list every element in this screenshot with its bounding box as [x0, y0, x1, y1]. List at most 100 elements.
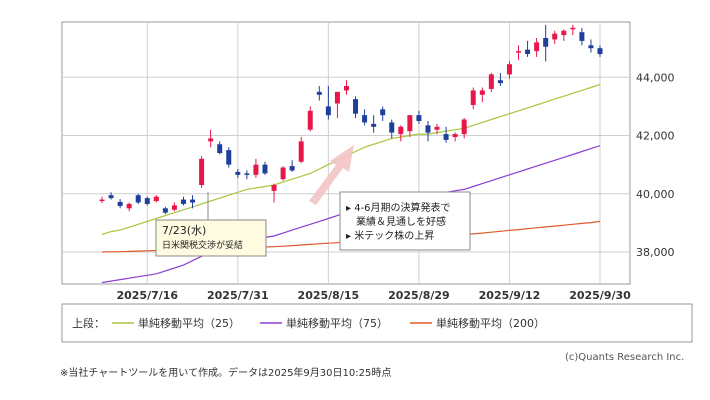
candle-body — [171, 205, 177, 210]
candle-body — [434, 126, 440, 130]
annotation-tariff-line-2: 日米関税交渉が妥結 — [162, 239, 243, 251]
candle — [461, 118, 467, 139]
candle-body — [217, 144, 223, 153]
candle — [235, 169, 241, 178]
legend-label-ma200: 単純移動平均（200） — [436, 316, 545, 330]
candle — [488, 72, 494, 92]
candlestick-chart: 38,000 40,000 42,000 44,000 2025/7/16 2025/7… — [61, 21, 693, 343]
annotation-earnings-line-2: 業績＆見通しを好感 — [346, 215, 446, 228]
candle-body — [307, 110, 313, 130]
candle-body — [425, 125, 431, 133]
candle-body — [470, 90, 476, 105]
candle — [552, 30, 558, 44]
candle — [280, 166, 286, 181]
candle — [144, 196, 150, 206]
candle — [380, 106, 386, 121]
candle-body — [244, 173, 250, 175]
candle — [325, 86, 331, 120]
candle — [253, 158, 259, 178]
candle — [334, 91, 340, 119]
candle-body — [362, 115, 368, 123]
x-tick-label: 2025/9/30 — [569, 289, 631, 302]
candle — [362, 109, 368, 126]
legend: 上段： 単純移動平均（25） 単純移動平均（75） 単純移動平均（200） — [61, 303, 693, 343]
candle-body — [99, 199, 105, 202]
y-tick-label: 44,000 — [636, 71, 675, 84]
candle — [217, 141, 223, 155]
y-tick-label: 42,000 — [636, 130, 675, 143]
candle — [108, 192, 114, 200]
candle-body — [325, 106, 331, 116]
annotation-earnings-line-3: ▸ 米テック株の上昇 — [346, 229, 434, 242]
candle-body — [552, 33, 558, 40]
candle-body — [380, 109, 386, 116]
candle — [425, 120, 431, 142]
candle — [534, 38, 540, 57]
candle — [443, 126, 449, 143]
candle-body — [371, 123, 377, 127]
candle-body — [235, 171, 241, 175]
candle — [353, 96, 359, 119]
candle-body — [452, 134, 458, 137]
y-axis-ticks: 38,000 40,000 42,000 44,000 — [636, 71, 675, 259]
candle-body — [162, 208, 168, 213]
candle — [271, 183, 277, 203]
candle-body — [180, 199, 186, 204]
candle-body — [153, 196, 159, 202]
candle-body — [280, 167, 286, 180]
legend-label-ma25: 単純移動平均（25） — [138, 316, 240, 330]
legend-prefix: 上段： — [72, 316, 105, 330]
candle — [561, 29, 567, 41]
candle-body — [479, 90, 485, 95]
candle-body — [407, 115, 413, 132]
candle-body — [108, 195, 114, 199]
candle-body — [334, 91, 340, 104]
candle-body — [461, 119, 467, 135]
candle — [516, 45, 522, 60]
candle — [470, 87, 476, 110]
candle-body — [253, 164, 259, 175]
candle-body — [579, 32, 585, 41]
candle — [262, 161, 268, 175]
candle-body — [588, 45, 594, 49]
candle — [135, 193, 141, 204]
candle — [570, 24, 576, 36]
candle — [307, 106, 313, 132]
candle-body — [561, 30, 567, 36]
candle — [298, 136, 304, 164]
x-axis-ticks: 2025/7/16 2025/7/31 2025/8/15 2025/8/29 2025… — [116, 289, 631, 302]
candle-body — [398, 126, 404, 135]
candle — [162, 206, 168, 215]
candle — [479, 87, 485, 103]
y-tick-label: 38,000 — [636, 246, 675, 259]
trend-arrow — [309, 145, 354, 205]
candle-body — [289, 166, 295, 171]
candle-body — [525, 49, 531, 55]
candle — [506, 61, 512, 79]
candle — [452, 132, 458, 142]
candle-body — [271, 185, 277, 191]
x-tick-label: 2025/9/12 — [479, 289, 541, 302]
candle — [99, 196, 105, 204]
x-tick-label: 2025/7/31 — [207, 289, 269, 302]
candle-body — [497, 80, 503, 84]
x-tick-label: 2025/8/29 — [388, 289, 450, 302]
candle-body — [543, 38, 549, 47]
candle-body — [144, 198, 150, 204]
legend-label-ma75: 単純移動平均（75） — [286, 316, 388, 330]
candle-body — [135, 195, 141, 203]
candle — [597, 45, 603, 57]
candle — [190, 195, 196, 209]
candle-body — [506, 64, 512, 75]
candle — [398, 125, 404, 142]
candle-body — [117, 201, 123, 206]
candle-body — [262, 164, 268, 174]
y-tick-label: 40,000 — [636, 188, 675, 201]
copyright: (c)Quants Research Inc. — [565, 352, 685, 363]
candle-body — [570, 27, 576, 30]
candle — [180, 196, 186, 206]
candle — [289, 160, 295, 172]
candle-body — [316, 91, 322, 95]
x-tick-label: 2025/7/16 — [116, 289, 178, 302]
candle-body — [199, 158, 205, 186]
